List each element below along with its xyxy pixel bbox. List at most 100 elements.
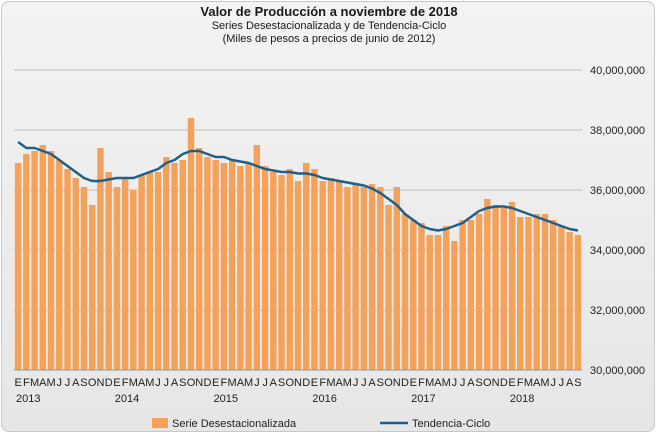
bar bbox=[393, 187, 400, 370]
bar bbox=[270, 172, 277, 370]
x-month-label: J bbox=[361, 377, 367, 389]
bar bbox=[56, 160, 63, 370]
bar bbox=[303, 163, 310, 370]
x-month-label: N bbox=[96, 377, 104, 389]
x-month-label: S bbox=[475, 377, 482, 389]
x-month-label: F bbox=[122, 377, 129, 389]
x-month-label: N bbox=[195, 377, 203, 389]
x-month-label: A bbox=[72, 377, 80, 389]
bar bbox=[179, 160, 186, 370]
bar bbox=[484, 199, 491, 370]
legend-swatch-bar bbox=[152, 418, 168, 428]
bar bbox=[253, 145, 261, 370]
bar bbox=[525, 217, 532, 370]
bar bbox=[418, 223, 425, 370]
bar bbox=[245, 163, 252, 370]
x-month-label: J bbox=[164, 377, 170, 389]
x-month-label: J bbox=[550, 377, 556, 389]
x-year-label: 2015 bbox=[214, 393, 238, 405]
x-month-label: A bbox=[533, 377, 541, 389]
x-month-label: S bbox=[574, 377, 581, 389]
x-month-label: S bbox=[377, 377, 384, 389]
y-tick-label: 32,000,000 bbox=[590, 305, 645, 317]
trend-line-series bbox=[17, 140, 579, 232]
bar bbox=[368, 184, 376, 370]
bar bbox=[212, 160, 219, 370]
x-month-label: M bbox=[46, 377, 55, 389]
bar bbox=[80, 187, 88, 370]
x-month-label: A bbox=[467, 377, 475, 389]
x-month-label: D bbox=[105, 377, 113, 389]
bar bbox=[410, 220, 417, 370]
bar bbox=[434, 235, 442, 370]
x-month-label: A bbox=[171, 377, 179, 389]
x-month-label: F bbox=[418, 377, 425, 389]
bar bbox=[286, 169, 293, 370]
title-block: Valor de Producción a noviembre de 2018 … bbox=[2, 4, 656, 46]
x-month-label: S bbox=[278, 377, 285, 389]
x-month-label: M bbox=[343, 377, 352, 389]
x-month-label: F bbox=[319, 377, 326, 389]
x-month-label: M bbox=[425, 377, 434, 389]
x-month-label: M bbox=[244, 377, 253, 389]
bar bbox=[492, 205, 499, 370]
bar bbox=[500, 208, 508, 370]
bar bbox=[327, 178, 335, 370]
x-month-label: J bbox=[57, 377, 63, 389]
x-month-label: J bbox=[460, 377, 466, 389]
bar bbox=[508, 202, 516, 370]
bar bbox=[97, 148, 104, 370]
bar bbox=[88, 205, 96, 370]
bar bbox=[163, 157, 170, 370]
x-month-label: E bbox=[212, 377, 219, 389]
bar bbox=[196, 148, 203, 370]
bar bbox=[237, 166, 244, 370]
x-month-label: J bbox=[65, 377, 71, 389]
x-year-label: 2013 bbox=[16, 393, 40, 405]
x-month-label: E bbox=[508, 377, 515, 389]
bar bbox=[47, 151, 55, 370]
chart-subtitle: Series Desestacionalizada y de Tendencia… bbox=[211, 20, 447, 32]
x-month-label: M bbox=[326, 377, 335, 389]
x-month-label: M bbox=[145, 377, 154, 389]
bar bbox=[130, 190, 137, 370]
x-month-label: J bbox=[559, 377, 565, 389]
bar bbox=[360, 187, 368, 370]
y-tick-label: 30,000,000 bbox=[590, 365, 645, 377]
x-month-label: S bbox=[179, 377, 186, 389]
bar bbox=[442, 226, 450, 370]
x-month-label: A bbox=[434, 377, 442, 389]
x-month-label: O bbox=[187, 377, 196, 389]
x-year-label: 2014 bbox=[115, 393, 139, 405]
bar bbox=[558, 226, 565, 370]
x-month-label: M bbox=[540, 377, 549, 389]
x-month-label: S bbox=[80, 377, 87, 389]
x-month-label: E bbox=[410, 377, 417, 389]
x-month-label: M bbox=[524, 377, 533, 389]
y-axis: 40,000,000 38,000,000 36,000,000 34,000,000… bbox=[590, 65, 645, 377]
bar bbox=[228, 160, 236, 370]
bar bbox=[138, 175, 145, 370]
bar bbox=[344, 187, 351, 370]
y-tick-label: 40,000,000 bbox=[590, 65, 645, 77]
bar bbox=[451, 241, 458, 370]
bar bbox=[14, 163, 22, 370]
x-year-label: 2018 bbox=[510, 393, 534, 405]
x-month-label: D bbox=[203, 377, 211, 389]
bar bbox=[311, 169, 318, 370]
x-month-label: N bbox=[393, 377, 401, 389]
bar bbox=[467, 220, 475, 370]
bar bbox=[121, 178, 129, 370]
x-month-label: A bbox=[368, 377, 376, 389]
x-month-label: O bbox=[88, 377, 97, 389]
x-month-label: A bbox=[39, 377, 47, 389]
x-month-label: J bbox=[262, 377, 268, 389]
bar bbox=[72, 178, 79, 370]
x-month-label: O bbox=[483, 377, 492, 389]
chart-title: Valor de Producción a noviembre de 2018 bbox=[200, 4, 458, 19]
bar bbox=[574, 235, 582, 370]
x-month-label: F bbox=[221, 377, 228, 389]
bar bbox=[39, 145, 47, 370]
x-year-label: 2016 bbox=[312, 393, 336, 405]
